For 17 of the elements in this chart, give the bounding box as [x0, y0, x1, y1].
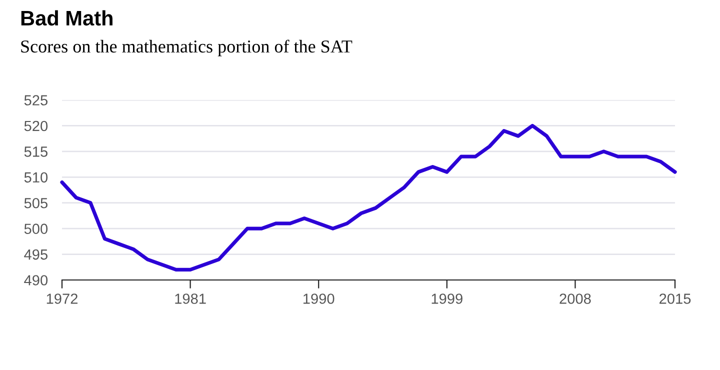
chart-title: Bad Math [21, 10, 112, 26]
x-tick-label: 1981 [175, 294, 206, 304]
y-tick-label: 495 [24, 249, 48, 260]
chart-subtitle: Scores on the mathematics portion of the SAT [21, 40, 352, 56]
y-tick-label: 520 [24, 120, 48, 132]
y-tick-label: 490 [24, 275, 48, 286]
x-tick-label: 2015 [660, 294, 691, 304]
x-tick-label: 2008 [560, 294, 591, 304]
y-tick-label: 505 [24, 198, 48, 208]
x-tick-label: 1972 [46, 294, 78, 304]
y-tick-label: 500 [24, 224, 48, 234]
x-tick-label: 1999 [432, 294, 462, 304]
y-tick-label: 525 [24, 95, 48, 106]
x-tick-label: 1990 [303, 294, 334, 304]
y-tick-label: 515 [24, 146, 48, 157]
line-series [60, 124, 677, 272]
y-tick-label: 510 [24, 172, 48, 183]
